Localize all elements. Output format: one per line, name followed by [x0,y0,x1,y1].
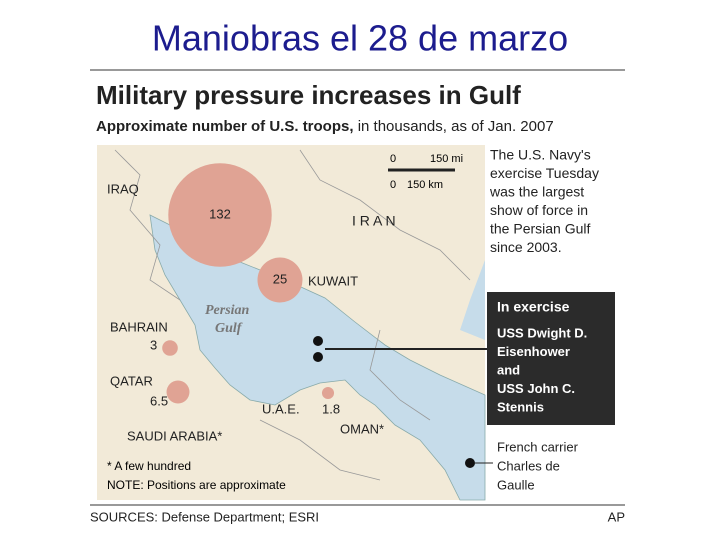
iran-label: I R A N [352,213,396,229]
troop-bubble [257,257,303,303]
graphic-subtitle: Approximate number of U.S. troops, in th… [96,118,554,135]
troop-bubble [168,163,272,267]
ship [465,458,475,468]
subtitle-rest: in thousands, as of Jan. 2007 [358,118,554,135]
scale-label: 150 km [407,179,443,191]
sidebar-text: since 2003. [490,239,562,255]
scale-label: 0 [390,153,396,165]
troop-value: 132 [209,206,231,221]
scale-label: 0 [390,179,396,191]
exercise-line: USS John C. [497,381,575,396]
exercise-line: Eisenhower [497,344,570,359]
sidebar-text: the Persian Gulf [490,221,590,237]
ship [313,352,323,362]
country-label: KUWAIT [308,273,358,288]
troop-value: 3 [150,337,157,352]
exercise-heading: In exercise [497,299,570,315]
troop-bubble [321,386,335,400]
country-label: BAHRAIN [110,319,168,334]
country-label: QATAR [110,373,153,388]
subtitle-bold: Approximate number of U.S. troops, [96,118,354,135]
credit: AP [608,509,625,524]
borders [114,149,471,481]
troop-bubble [162,340,178,356]
sidebar-text: exercise Tuesday [490,165,599,181]
gulf-label: Persian [205,303,250,318]
sidebar-text: The U.S. Navy's [490,147,591,163]
graphic-title: Military pressure increases in Gulf [96,80,521,110]
troop-bubble [166,380,190,404]
exercise-box [487,292,615,425]
scale-label: 150 mi [430,153,463,165]
exercise-line: and [497,362,520,377]
saudi-label: SAUDI ARABIA* [127,428,222,443]
french-carrier: French carrier [497,439,579,454]
sidebar-text: was the largest [489,184,584,200]
exercise-line: Stennis [497,399,544,414]
gulf-label: Gulf [215,321,243,336]
french-carrier: Gaulle [497,477,535,492]
note: * A few hundred [107,459,191,473]
slide-title: Maniobras el 28 de marzo [152,18,568,59]
troop-value: 25 [273,271,287,286]
troop-value: 1.8 [322,401,340,416]
note: NOTE: Positions are approximate [107,478,286,492]
exercise-line: USS Dwight D. [497,325,587,340]
sidebar-text: show of force in [490,202,588,218]
country-label: IRAQ [107,181,139,196]
french-carrier: Charles de [497,458,560,473]
troop-value: 6.5 [150,393,168,408]
oman-label: OMAN* [340,421,384,436]
ship [313,336,323,346]
water [460,260,485,340]
country-label: U.A.E. [262,401,300,416]
sources: SOURCES: Defense Department; ESRI [90,509,319,524]
